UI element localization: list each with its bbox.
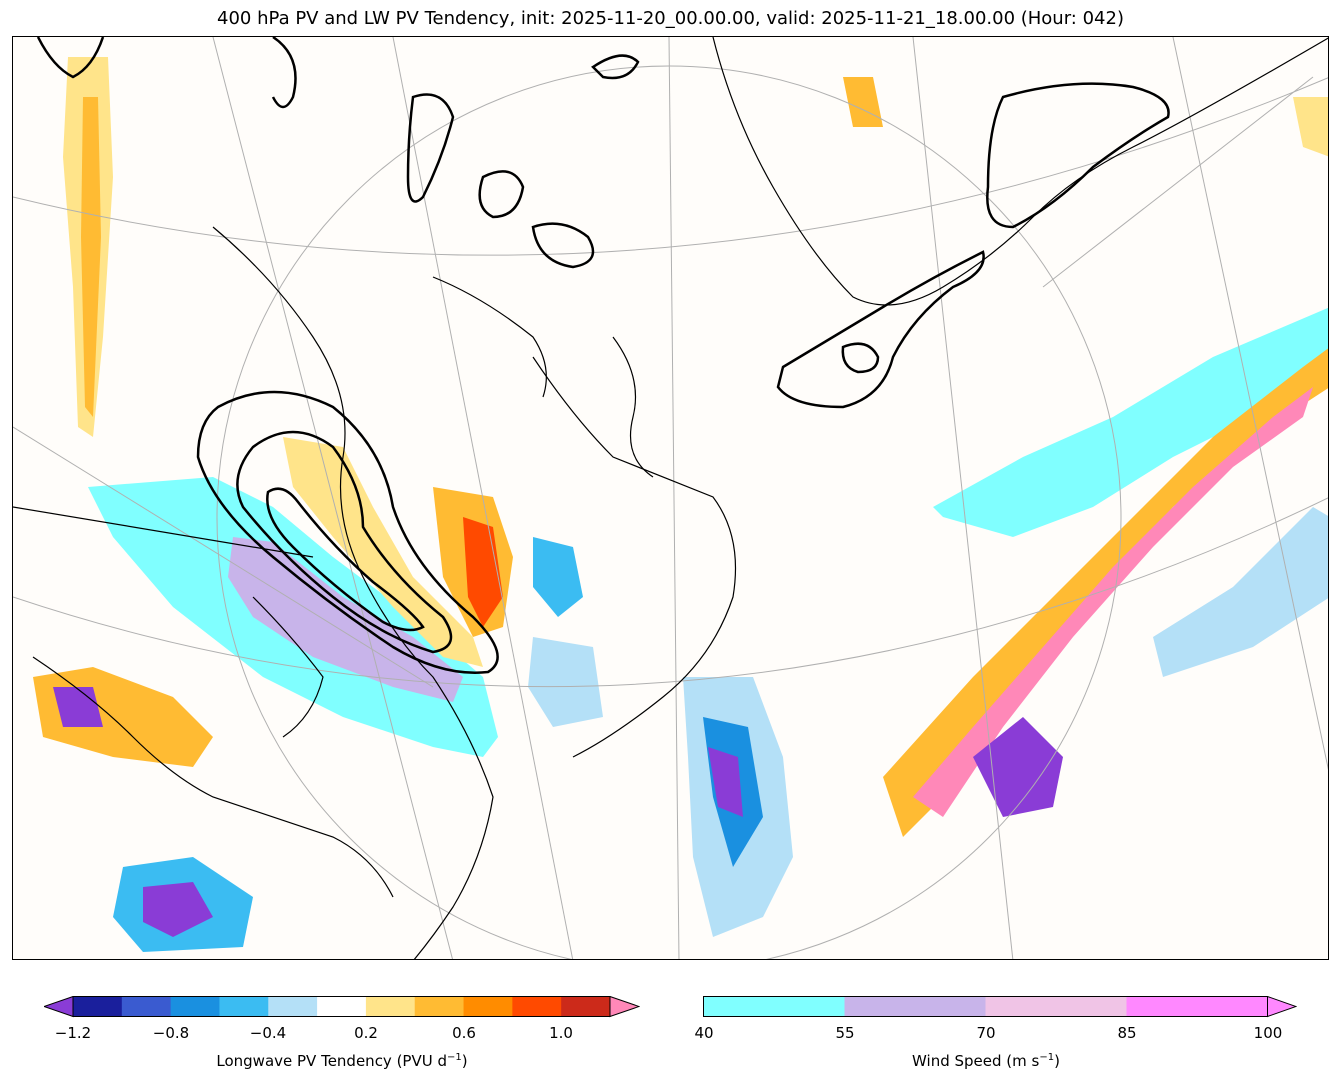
- colorbar-segment: [121, 996, 172, 1017]
- wind-colorbar: [703, 996, 1297, 1018]
- pv-contour-nw: [36, 37, 105, 79]
- tendency-band-east-pink: [913, 387, 1313, 817]
- colorbar-segment: [73, 996, 123, 1017]
- tendency-positive-greenland: [1293, 97, 1328, 157]
- wind-tick: 85: [1117, 1024, 1137, 1042]
- graticule: [13, 37, 1328, 959]
- wind-colorbar-label: Wind Speed (m s−1): [912, 1052, 1060, 1070]
- colorbar-segment: [1126, 996, 1268, 1017]
- tendency-band-east-purple: [973, 717, 1063, 817]
- tendency-tick: −1.2: [54, 1024, 92, 1042]
- colorbar-segment: [219, 996, 269, 1017]
- tendency-mixed-atlantic-purple: [708, 747, 743, 817]
- pv-contour-greenland-south: [776, 250, 985, 409]
- pv-contour-greenland-east: [986, 82, 1170, 229]
- map-title: 400 hPa PV and LW PV Tendency, init: 202…: [217, 8, 1124, 29]
- pv-contours: [36, 37, 1170, 674]
- pv-contour-hudson-2: [531, 222, 595, 269]
- tendency-tick: −0.4: [249, 1024, 287, 1042]
- map-canvas: [13, 37, 1328, 959]
- colorbar-segment: [365, 996, 416, 1017]
- tendency-tick: 0.6: [452, 1024, 476, 1042]
- tendency-tick: 0.2: [354, 1024, 378, 1042]
- tendency-colorbar-label: Longwave PV Tendency (PVU d−1): [216, 1052, 468, 1070]
- wind-tick: 70: [976, 1024, 996, 1042]
- pv-contour-trough-inner: [266, 487, 425, 632]
- colorbar-segment: [414, 996, 465, 1017]
- wind-tick: 55: [835, 1024, 855, 1042]
- tendency-tick: 1.0: [549, 1024, 573, 1042]
- pv-contour-hudson-1: [478, 170, 525, 219]
- colorbar-segment: [561, 996, 611, 1017]
- pv-contour-trough-mid: [236, 430, 453, 654]
- pv-contour-north: [271, 37, 297, 109]
- tendency-positive-band-nw-inner: [81, 97, 101, 417]
- map-panel: [12, 36, 1329, 960]
- colorbar-segment: [703, 996, 845, 1017]
- tendency-mixed-west: [33, 667, 213, 767]
- tendency-underflow-arrow: [44, 996, 74, 1018]
- pv-contour-greenland-south-inner: [841, 342, 880, 374]
- wind-tick: 40: [694, 1024, 714, 1042]
- wind-jet-east-lightblue: [1153, 507, 1328, 677]
- colorbar-segment: [844, 996, 986, 1017]
- wind-overflow-arrow: [1267, 996, 1297, 1018]
- tendency-strong-positive: [463, 517, 503, 627]
- colorbar-segment: [268, 996, 318, 1017]
- tendency-positive-greenland-2: [843, 77, 883, 127]
- colorbar-segment: [985, 996, 1127, 1017]
- pv-contour-top: [591, 54, 640, 80]
- tendency-tick: −0.8: [152, 1024, 190, 1042]
- tendency-negative-east: [533, 537, 583, 617]
- pv-contour-baffin: [406, 93, 455, 203]
- pv-contour-trough-outer: [196, 390, 499, 674]
- wind-jet-lavender: [228, 537, 463, 702]
- wind-tick: 100: [1253, 1024, 1283, 1042]
- tendency-negative-maritimes: [528, 637, 603, 727]
- colorbar-segment: [317, 996, 367, 1017]
- tendency-colorbar: [44, 996, 640, 1018]
- colorbar-segment: [512, 996, 562, 1017]
- tendency-negative-sw-inner: [143, 882, 213, 937]
- tendency-overflow-arrow: [609, 996, 640, 1018]
- tendency-mixed-west-purple: [53, 687, 103, 727]
- colorbar-segment: [170, 996, 220, 1017]
- wind-jet-east-cyan: [933, 307, 1328, 537]
- colorbar-segment: [463, 996, 513, 1017]
